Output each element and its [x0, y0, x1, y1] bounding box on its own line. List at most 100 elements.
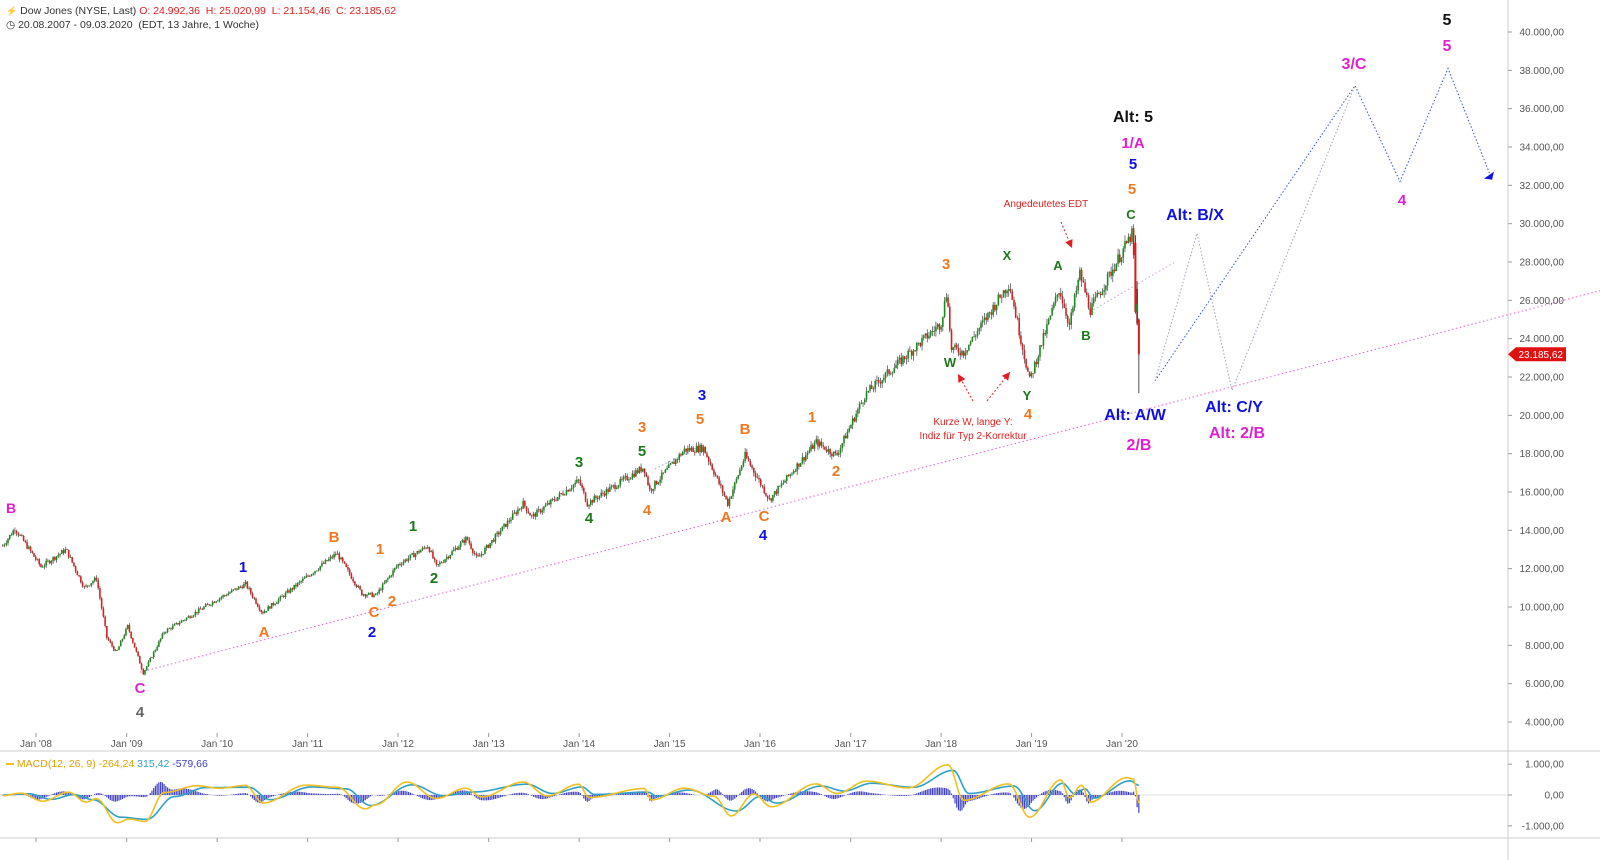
- candle-up: [217, 600, 219, 602]
- candle-up: [204, 604, 207, 607]
- candle-down: [688, 448, 691, 451]
- candle-down: [707, 456, 710, 462]
- candle-down: [879, 382, 882, 384]
- candle-up: [954, 344, 956, 348]
- candle-up: [378, 589, 380, 594]
- candle-up: [362, 594, 365, 596]
- candle-up: [638, 466, 641, 473]
- candle-down: [272, 603, 275, 605]
- candle-up: [869, 385, 871, 391]
- candle-up: [668, 464, 670, 469]
- candle-down: [1118, 254, 1121, 263]
- candle-up: [768, 498, 771, 500]
- candle-down: [62, 550, 65, 554]
- ohlc-high: H: 25.020,99: [205, 5, 266, 17]
- candle-down: [347, 566, 349, 570]
- candle-down: [86, 585, 89, 587]
- candle-down: [106, 625, 108, 638]
- candle-down: [359, 586, 361, 590]
- x-tick-label: Jan '13: [473, 739, 505, 750]
- candle-up: [439, 562, 441, 565]
- candle-up: [1070, 312, 1073, 325]
- candle-up: [303, 577, 306, 579]
- candle-down: [645, 473, 648, 477]
- candle-up: [237, 586, 240, 590]
- candle-down: [853, 418, 856, 422]
- candle-up: [980, 322, 982, 329]
- candle-down: [78, 575, 80, 577]
- candle-down: [239, 586, 242, 588]
- candle-up: [1106, 273, 1109, 286]
- candle-down: [81, 582, 84, 587]
- candle-up: [5, 543, 8, 545]
- candle-up: [28, 546, 30, 549]
- candle-up: [494, 534, 497, 542]
- candle-up: [742, 461, 745, 467]
- candle-down: [29, 546, 32, 551]
- candle-up: [916, 343, 918, 351]
- candle-up: [374, 593, 377, 595]
- y-tick-label: 20.000,00: [1520, 411, 1565, 422]
- candle-up: [387, 578, 389, 580]
- candle-down: [258, 606, 261, 611]
- candle-up: [577, 479, 580, 481]
- candle-up: [1049, 315, 1052, 320]
- candle-down: [673, 461, 675, 464]
- candle-down: [95, 577, 98, 581]
- candle-down: [406, 559, 408, 561]
- wave-label: X: [1003, 248, 1012, 263]
- candle-down: [985, 317, 988, 320]
- candle-up: [791, 473, 793, 475]
- y-tick-label: 26.000,00: [1520, 296, 1565, 307]
- y-tick-label: 16.000,00: [1520, 488, 1565, 499]
- candle-down: [756, 477, 759, 479]
- candle-down: [1084, 282, 1086, 293]
- candle-down: [71, 557, 73, 563]
- x-tick-label: Jan '08: [20, 739, 52, 750]
- instrument-icon: ⚡: [6, 6, 18, 16]
- candle-down: [723, 492, 726, 496]
- candle-down: [14, 530, 16, 532]
- candle-up: [147, 661, 150, 667]
- candle-down: [472, 548, 474, 553]
- candle-up: [390, 575, 393, 577]
- candle-down: [48, 560, 51, 564]
- wave-label: 4: [1398, 192, 1407, 209]
- candle-up: [274, 603, 276, 605]
- candle-down: [1004, 290, 1007, 294]
- candle-down: [591, 500, 594, 503]
- candle-up: [737, 475, 739, 479]
- candle-up: [416, 551, 419, 554]
- candle-up: [392, 570, 394, 576]
- wave-label: B: [6, 500, 16, 516]
- candle-down: [636, 470, 639, 473]
- wave-label: 5: [1443, 12, 1452, 29]
- candle-down: [900, 357, 903, 365]
- candle-down: [700, 444, 703, 452]
- candle-up: [864, 399, 866, 403]
- candle-up: [617, 485, 620, 488]
- candle-up: [329, 556, 332, 559]
- y-tick-label: 30.000,00: [1520, 219, 1565, 230]
- candle-up: [461, 540, 464, 543]
- candle-down: [761, 485, 764, 487]
- candle-up: [376, 593, 379, 594]
- candle-down: [425, 547, 427, 549]
- candle-up: [367, 592, 370, 595]
- candle-up: [780, 483, 783, 486]
- wave-label: Alt: 2/B: [1209, 425, 1265, 442]
- candle-up: [57, 555, 60, 557]
- candle-down: [308, 575, 311, 577]
- candle-up: [197, 608, 200, 613]
- candle-down: [33, 553, 35, 557]
- candle-up: [730, 496, 733, 499]
- candle-up: [1124, 241, 1126, 249]
- x-tick-label: Jan '10: [201, 739, 233, 750]
- candle-down: [262, 612, 264, 614]
- candle-up: [1103, 289, 1105, 292]
- candle-up: [796, 463, 798, 472]
- candle-up: [782, 482, 785, 484]
- candle-up: [850, 425, 852, 429]
- candle-up: [813, 442, 816, 449]
- candle-down: [352, 578, 354, 582]
